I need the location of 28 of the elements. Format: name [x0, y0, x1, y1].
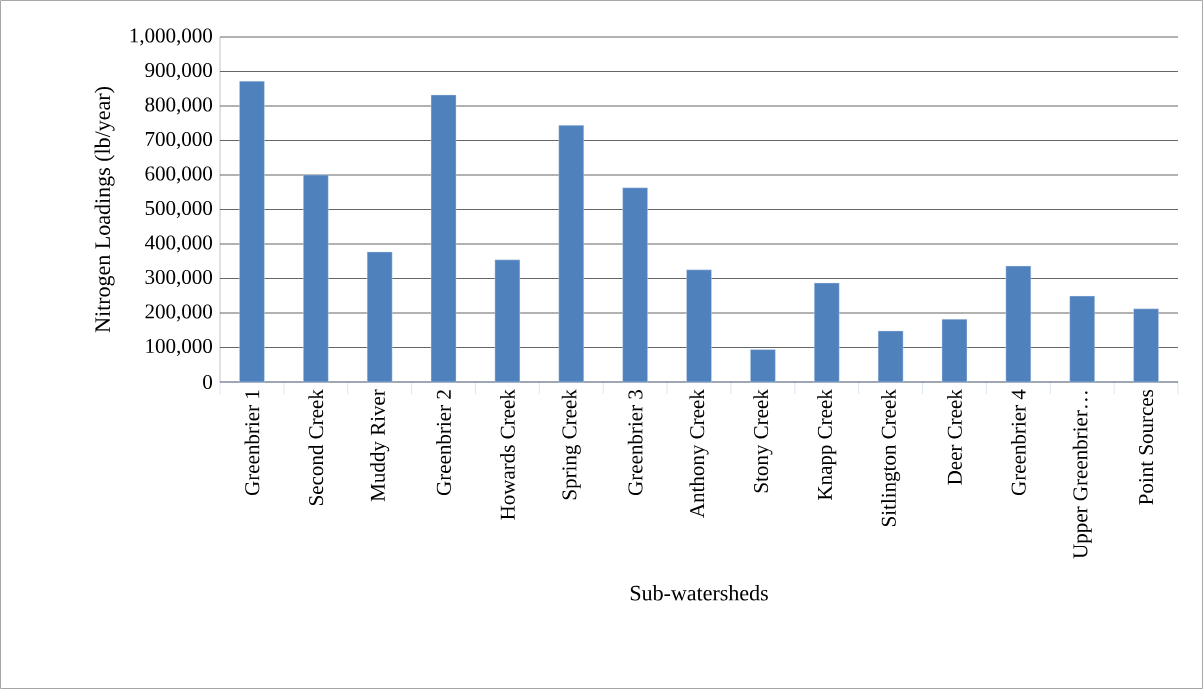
x-tick-label: Deer Creek	[947, 389, 962, 485]
x-tick-label: Muddy River	[370, 389, 390, 502]
y-axis-title: Nitrogen Loadings (lb/year)	[94, 87, 115, 333]
y-tick-label: 400,000	[144, 235, 213, 253]
y-tick-label: 200,000	[145, 304, 213, 322]
x-tick-label: Anthony Creek	[689, 389, 709, 518]
x-tick-label: Second Creek	[308, 389, 324, 505]
x-tick-label: Greenbrier 2	[436, 390, 451, 496]
y-tick-label: 900,000	[145, 62, 213, 81]
x-tick-label: Stony Creek	[753, 389, 773, 493]
x-tick-label: Greenbrier 3	[627, 390, 643, 496]
y-tick-label: 500,000	[145, 200, 213, 219]
x-axis-title: Sub-watersheds	[630, 585, 768, 601]
x-tick-label: Greenbrier 1	[244, 390, 260, 496]
y-tick-label: 800,000	[145, 97, 213, 115]
x-tick-label: Sitlington Creek	[881, 389, 901, 527]
y-tick-label: 0	[203, 374, 213, 390]
y-tick-label: 700,000	[145, 131, 213, 150]
y-tick-label: 300,000	[145, 269, 213, 288]
y-tick-label: 600,000	[145, 166, 213, 184]
x-tick-label: Point Sources	[1139, 389, 1154, 505]
x-tick-label: Howards Creek	[500, 389, 515, 520]
x-tick-label: Greenbrier 4	[1010, 389, 1026, 496]
x-tick-label: Upper Greenbrier…	[1072, 391, 1092, 559]
y-tick-label: 1,000,000	[130, 28, 212, 46]
x-tick-label: Knapp Creek	[817, 389, 837, 500]
y-tick-label: 100,000	[146, 338, 213, 357]
x-tick-label: Spring Creek	[561, 389, 581, 500]
